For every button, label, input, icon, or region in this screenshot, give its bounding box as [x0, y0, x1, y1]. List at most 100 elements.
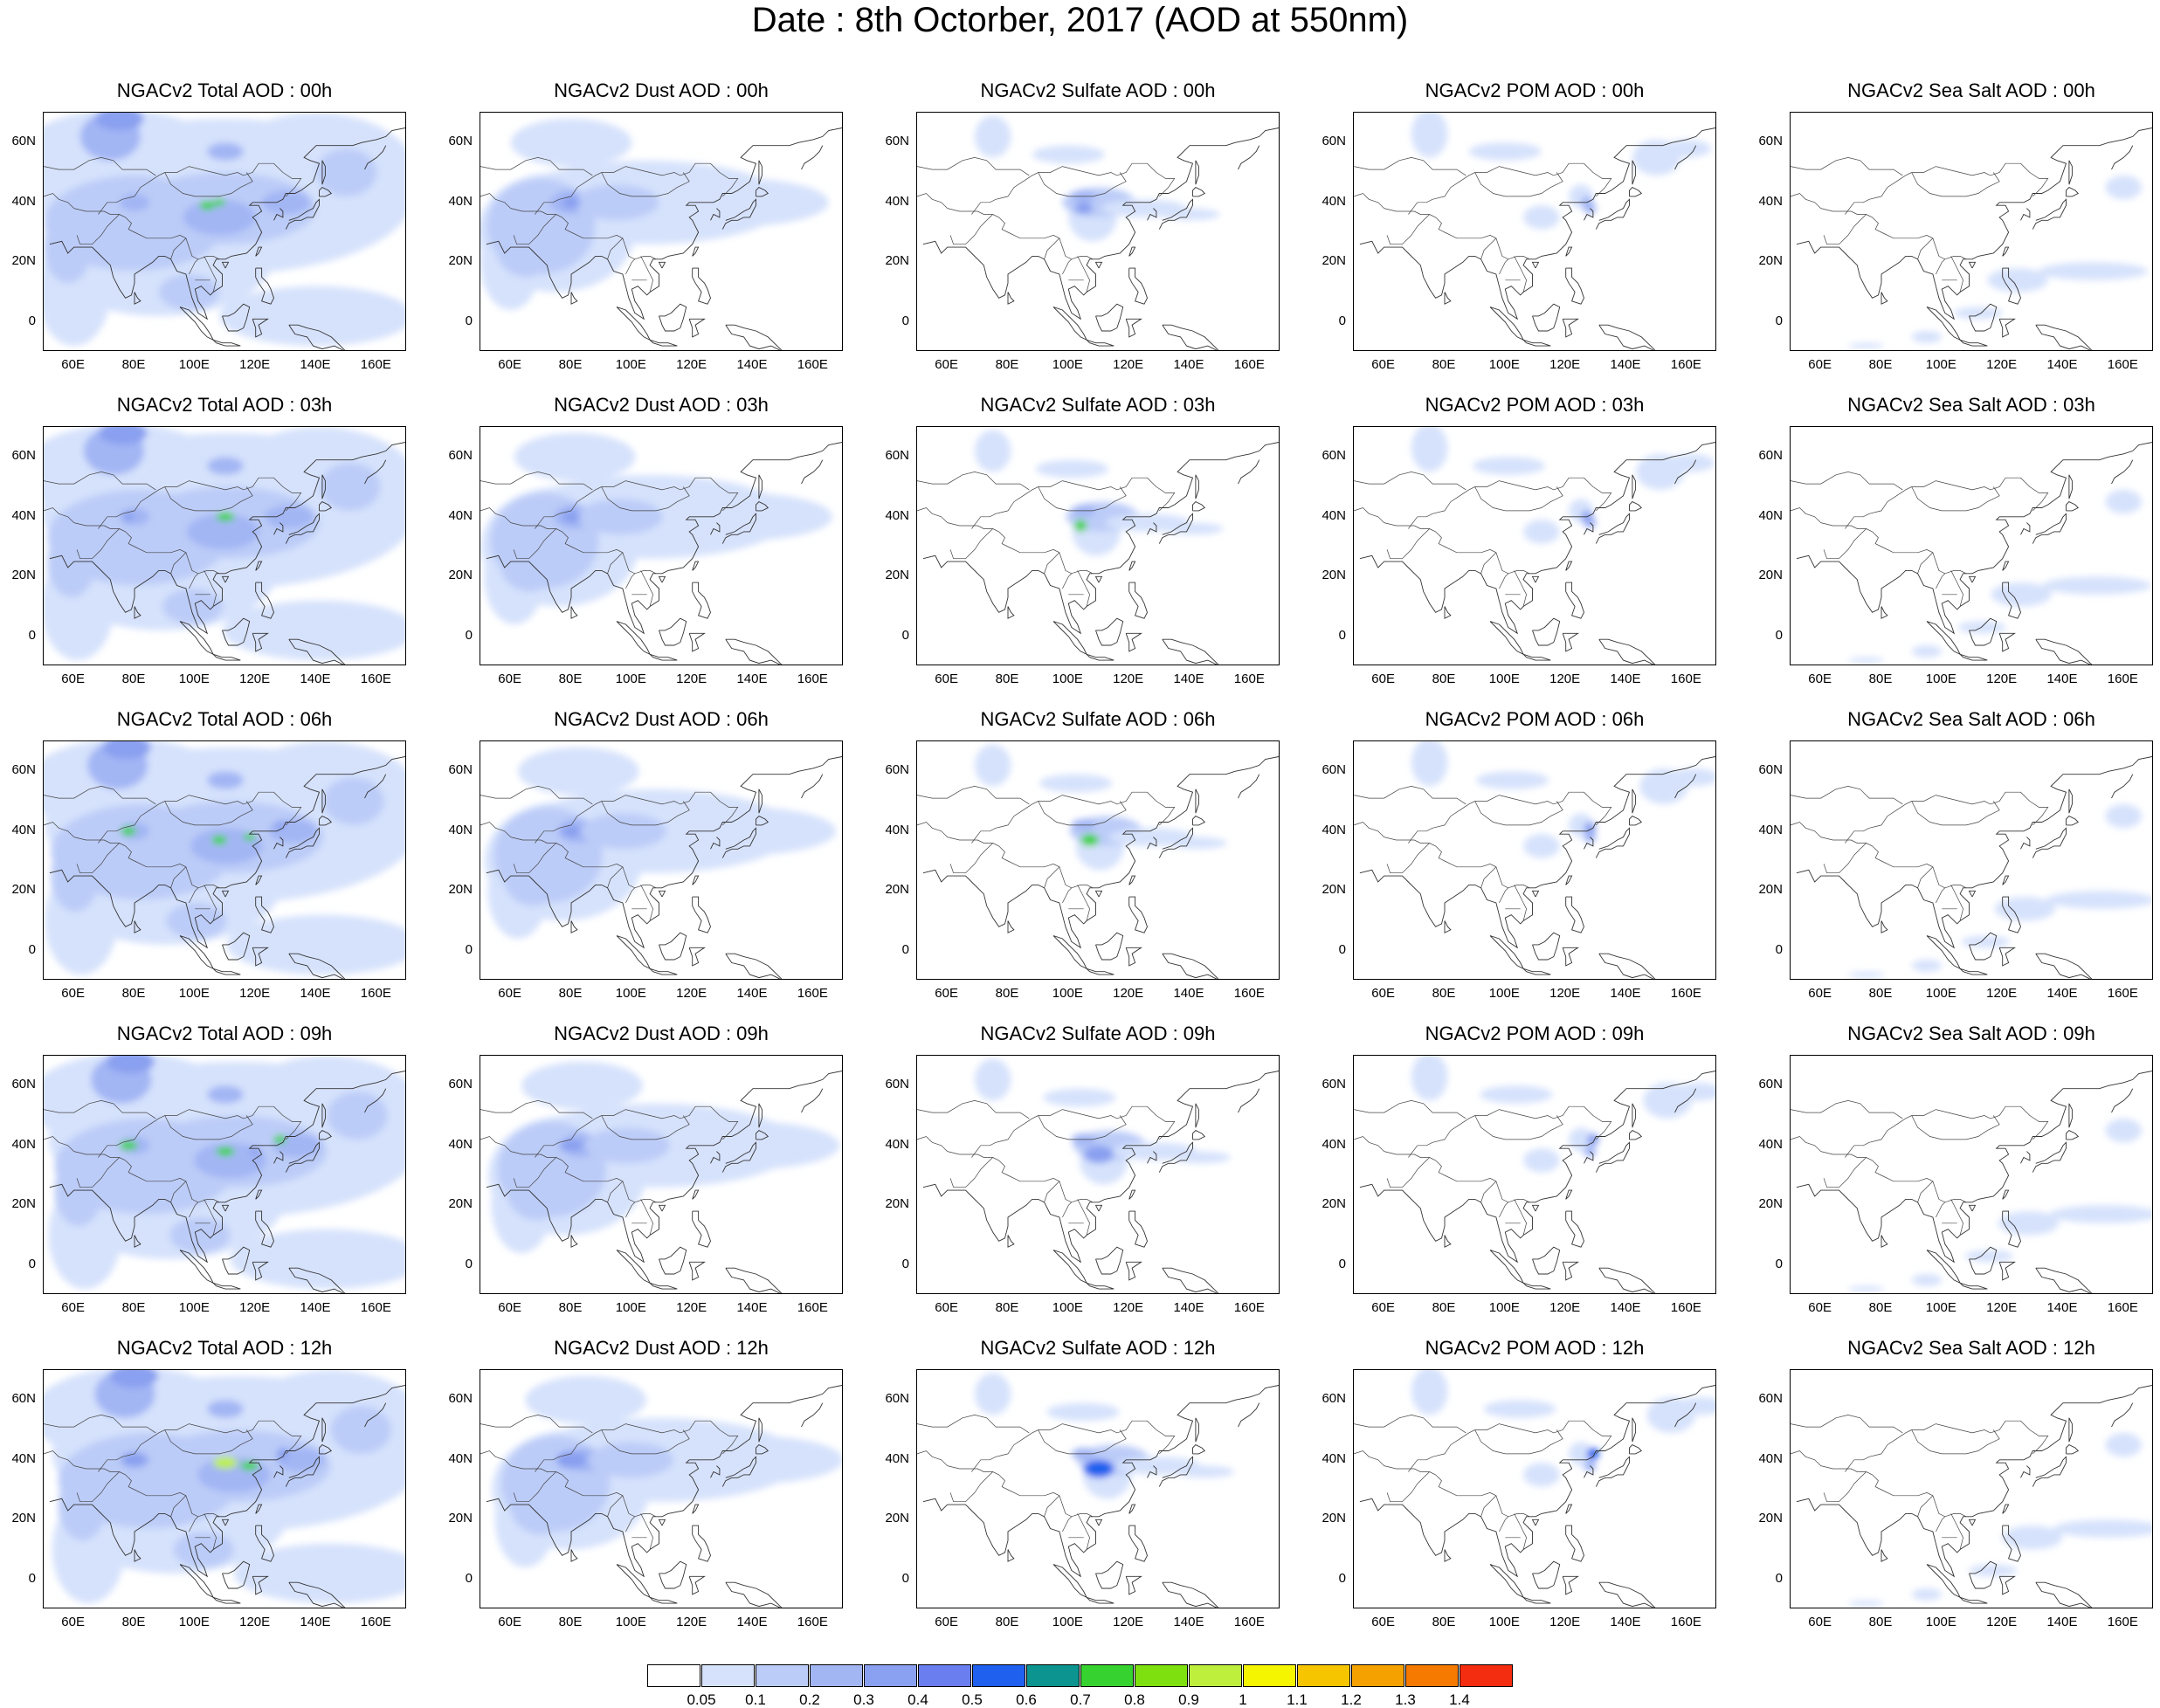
country-border [640, 256, 653, 293]
country-border [510, 837, 657, 889]
country-border [510, 1465, 657, 1518]
x-tick-label: 160E [360, 1300, 391, 1315]
aod-field [1791, 442, 2152, 665]
coastline [252, 1261, 269, 1281]
country-border [535, 162, 739, 215]
y-tick-label: 60N [1758, 448, 1783, 464]
y-tick-label: 0 [28, 1256, 36, 1271]
country-border [98, 162, 302, 215]
coastline [2035, 638, 2093, 665]
x-tick-label: 120E [1986, 671, 2018, 686]
colorbar-swatch [756, 1664, 809, 1687]
coastline [364, 1088, 387, 1113]
y-tick-label: 0 [1338, 941, 1346, 957]
x-tick-label: 80E [1868, 671, 1893, 686]
y-tick-label: 40N [448, 822, 473, 837]
aod-blob [577, 499, 663, 535]
y-tick-label: 20N [1322, 568, 1346, 583]
colorbar-swatch [1243, 1664, 1296, 1687]
coastline [2002, 1525, 2021, 1562]
country-border [1823, 528, 1867, 560]
coastline [658, 261, 666, 269]
coastline [1238, 145, 1260, 170]
coastline [658, 890, 666, 898]
country-border [1823, 1471, 1867, 1503]
coastline [1052, 935, 1088, 970]
y-tick-label: 0 [465, 627, 473, 643]
coastline [692, 1504, 700, 1514]
coastline [1052, 306, 1088, 341]
country-border [1038, 1429, 1127, 1455]
coastline [1238, 1402, 1260, 1428]
y-tick-label: 20N [1322, 1196, 1346, 1212]
coastline [1522, 653, 1551, 661]
y-tick-label: 60N [1322, 762, 1346, 778]
coastline [1162, 1581, 1219, 1608]
coastline [255, 1189, 263, 1200]
coastline [273, 1151, 284, 1164]
map-panel-seasalt [1790, 112, 2153, 351]
y-tick-label: 0 [1338, 313, 1346, 328]
aod-field [1354, 113, 1715, 350]
coastline [1598, 1581, 1656, 1608]
coastline [922, 127, 1279, 320]
country-border [1038, 1115, 1127, 1140]
coastline [1796, 1385, 2152, 1578]
coastline [710, 208, 721, 221]
x-tick-label: 160E [360, 671, 391, 686]
x-tick-label: 140E [2046, 357, 2078, 372]
map-panel-pom [1353, 740, 1716, 980]
country-border [1791, 507, 1821, 523]
x-tick-label: 60E [1808, 1615, 1832, 1629]
aod-blob [320, 463, 381, 511]
coastline [758, 1103, 763, 1128]
y-tick-label: 20N [448, 568, 473, 583]
country-border [1354, 507, 1384, 523]
y-tick-label: 40N [885, 507, 909, 523]
coastline [364, 145, 387, 170]
coastline [688, 947, 706, 967]
country-border [170, 866, 187, 888]
x-tick-label: 100E [615, 1300, 646, 1315]
aod-blob [213, 198, 225, 206]
y-tick-label: 20N [885, 1196, 909, 1212]
country-border [1917, 1181, 1934, 1202]
aod-blob [1523, 1148, 1560, 1173]
x-tick-label: 160E [797, 671, 828, 686]
panel-title: NGACv2 Total AOD : 12h [116, 1337, 333, 1359]
country-border [1474, 486, 1563, 512]
coastline [1881, 920, 1888, 933]
y-tick-label: 60N [1322, 448, 1346, 464]
coastline [1052, 1250, 1088, 1284]
coastline [725, 1267, 783, 1293]
country-border [917, 822, 948, 837]
coastline [2066, 501, 2080, 512]
x-tick-label: 80E [1868, 1300, 1893, 1315]
coastline [486, 756, 842, 949]
aod-blob [44, 211, 93, 284]
panel-title: NGACv2 Sulfate AOD : 03h [980, 394, 1216, 416]
coastline [134, 1549, 141, 1562]
aod-field [1791, 756, 2152, 979]
aod-field [1354, 1370, 1715, 1608]
country-border [1499, 1516, 1509, 1532]
aod-blob [650, 492, 832, 541]
country-border [1062, 1202, 1073, 1218]
y-tick-label: 40N [448, 193, 473, 209]
colorbar-swatch [701, 1664, 755, 1687]
coastline [801, 774, 824, 799]
country-border [164, 801, 253, 826]
coastline [1192, 501, 1206, 512]
colorbar-swatch [972, 1664, 1025, 1687]
country-border [917, 1415, 1030, 1434]
coastline [616, 1564, 652, 1599]
coastline [1094, 261, 1103, 269]
coastline [725, 1581, 783, 1608]
coastline [288, 1267, 346, 1293]
aod-blob [562, 510, 581, 523]
colorbar-label: 0.6 [1016, 1691, 1037, 1708]
y-tick-label: 60N [1758, 762, 1783, 778]
coastline [1125, 318, 1142, 338]
colorbar-label: 1.3 [1395, 1691, 1416, 1708]
coastline [1489, 1250, 1525, 1284]
